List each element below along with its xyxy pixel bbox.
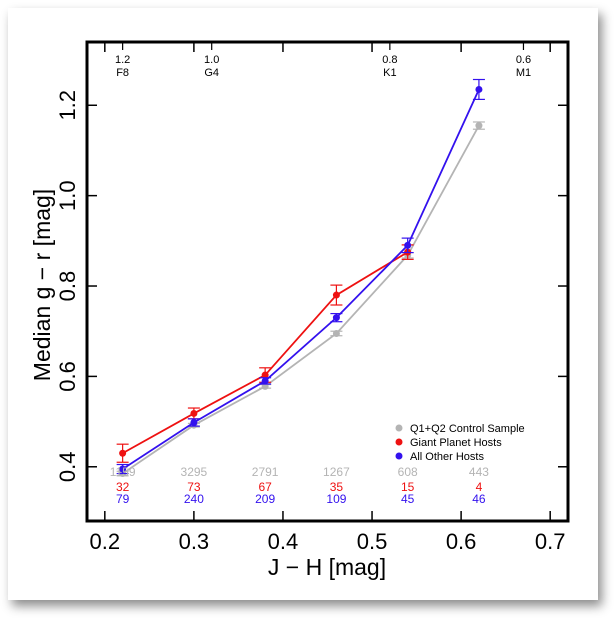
plot-area — [85, 40, 570, 523]
series-line-2 — [122, 89, 480, 470]
top-axis-value: 1.2 — [115, 54, 130, 66]
count-labels: 1159 3295 2791 1267 608 443 32 73 67 35 15 4 79 240 20… — [110, 465, 490, 506]
x-tick-label: 0.2 — [90, 529, 121, 554]
y-tick-label: 1.2 — [55, 90, 80, 121]
data-point — [332, 314, 340, 322]
x-tick-label: 0.7 — [535, 529, 566, 554]
count-label: 4 — [476, 480, 483, 494]
count-label: 2791 — [252, 465, 279, 479]
count-label: 1267 — [323, 465, 350, 479]
legend-marker — [395, 424, 403, 432]
count-label: 73 — [187, 480, 201, 494]
top-axis-spectral-type: F8 — [116, 67, 129, 79]
count-label: 67 — [258, 480, 272, 494]
count-label: 45 — [401, 492, 415, 506]
top-axis-spectral-type: M1 — [516, 67, 531, 79]
data-point — [119, 449, 127, 457]
data-point — [332, 329, 340, 337]
legend: Q1+Q2 Control Sample Giant Planet Hosts Al… — [395, 423, 525, 463]
data-point — [332, 291, 340, 299]
top-axis-spectral-type: K1 — [383, 67, 396, 79]
top-axis-value: 1.0 — [204, 54, 219, 66]
count-label: 1159 — [110, 465, 136, 479]
count-label: 32 — [116, 480, 130, 494]
legend-label: Giant Planet Hosts — [410, 437, 502, 449]
top-axis-value: 0.6 — [516, 54, 531, 66]
y-tick-label: 0.4 — [55, 451, 80, 482]
count-label: 109 — [326, 492, 346, 506]
y-tick-label: 1.0 — [55, 180, 80, 211]
data-point — [475, 85, 483, 93]
x-axis-title: J − H [mag] — [268, 554, 386, 580]
count-label: 608 — [398, 465, 418, 479]
count-label: 209 — [255, 492, 275, 506]
data-point — [261, 371, 269, 379]
count-label: 443 — [469, 465, 489, 479]
count-label: 240 — [184, 492, 204, 506]
legend-marker — [395, 438, 403, 446]
count-label: 79 — [116, 492, 130, 506]
x-tick-label: 0.3 — [179, 529, 210, 554]
count-label: 35 — [330, 480, 344, 494]
series-line-0 — [122, 125, 480, 475]
count-label: 46 — [472, 492, 486, 506]
data-point — [190, 409, 198, 417]
data-point — [404, 241, 412, 249]
y-tick-label: 0.8 — [55, 271, 80, 302]
count-label: 3295 — [181, 465, 208, 479]
data-point — [190, 418, 198, 426]
x-tick-label: 0.6 — [446, 529, 477, 554]
legend-label: All Other Hosts — [410, 451, 484, 463]
y-tick-label: 0.6 — [55, 361, 80, 392]
data-point — [475, 122, 483, 130]
legend-label: Q1+Q2 Control Sample — [410, 423, 525, 435]
y-axis-title: Median g − r [mag] — [29, 189, 55, 381]
series-layer — [116, 78, 485, 478]
x-tick-label: 0.4 — [268, 529, 299, 554]
count-label: 15 — [401, 480, 415, 494]
data-point — [261, 377, 269, 385]
axis-ticks: 0.2 0.3 0.4 0.5 0.6 0.7 0.4 0.6 0.8 1.0 1.2 — [55, 42, 568, 554]
top-axis-labels: 1.2F8 1.0G4 0.8K1 0.6M1 — [115, 42, 531, 79]
top-axis-spectral-type: G4 — [204, 67, 219, 79]
x-tick-label: 0.5 — [357, 529, 388, 554]
legend-marker — [395, 452, 403, 460]
top-axis-value: 0.8 — [382, 54, 397, 66]
data-point — [119, 465, 127, 473]
